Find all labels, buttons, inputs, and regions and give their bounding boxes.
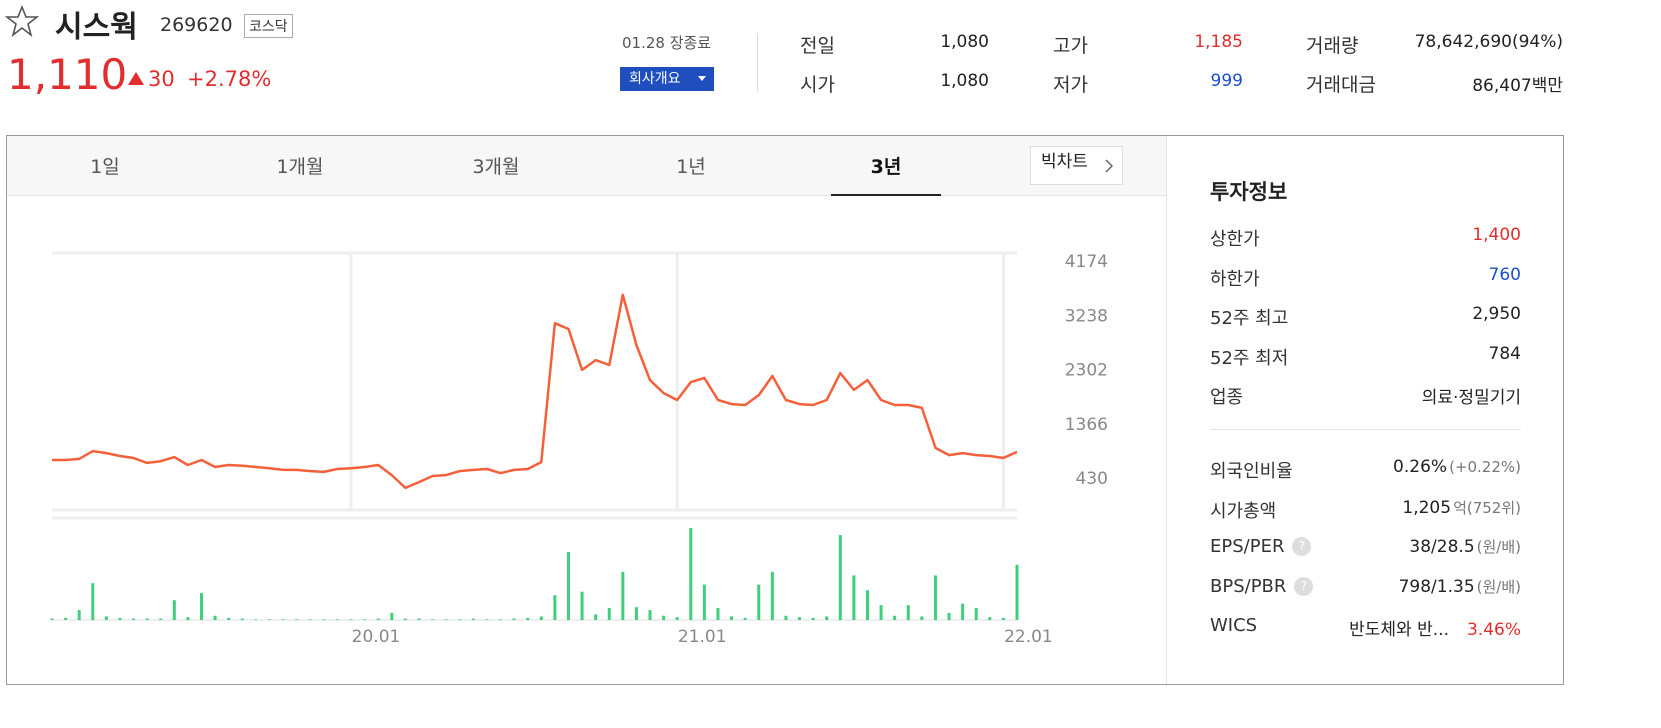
quote-value: 1,185 [1194,32,1243,52]
info-divider [1210,429,1521,430]
info-value: 1,205 억(752위) [1402,497,1521,518]
info-value-text: 1,400 [1472,225,1521,245]
info-value: 1,400 [1472,225,1521,245]
up-arrow [128,72,144,85]
quote-value: 999 [1211,71,1243,91]
market-badge: 코스닥 [244,14,293,38]
info-label-text: 상한가 [1210,229,1260,250]
quote-value: 86,407백만 [1472,71,1563,96]
tab[interactable]: 3년 [870,156,902,178]
info-label: EPS/PER? [1210,536,1312,557]
info-value-text: 반도체와 반... [1349,620,1449,640]
quote-number: 86,407 [1472,76,1532,96]
info-label: 52주 최고 [1210,304,1288,330]
info-note: (원/배) [1476,538,1521,556]
info-value: 반도체와 반... 3.46% [1349,615,1521,640]
info-label: 상한가 [1210,225,1260,251]
info-label-text: 시가총액 [1210,500,1277,522]
quote-value: 1,080 [940,71,989,91]
info-label-text: WICS [1210,615,1258,636]
separator [757,33,758,92]
info-value-text: 798/1.35 [1398,576,1475,597]
quote-label: 전일 [800,35,835,57]
info-value-text: 784 [1488,343,1521,364]
company-button-label: 회사개요 [629,71,681,87]
tab[interactable]: 1일 [90,156,120,178]
quote-value: 78,642,690(94%) [1415,32,1563,52]
quote-number: 999 [1210,71,1243,91]
tab[interactable]: 1년 [676,156,706,178]
info-note: (+0.22%) [1449,458,1521,476]
quote-number: 1,080 [940,71,989,91]
info-value-text: 1,205 [1402,497,1452,518]
current-price: 1,110 [7,50,128,99]
info-value: 760 [1489,265,1521,285]
info-label-text: 52주 최고 [1210,308,1289,329]
info-label: 하한가 [1210,265,1260,291]
quote-label: 저가 [1053,74,1088,96]
caret [698,76,706,81]
info-label: 52주 최저 [1210,344,1288,370]
info-value: 의료·정밀기기 [1422,383,1521,408]
tab-bar [7,136,1166,196]
market-date: 01.28 장종료 [622,34,712,52]
chart-box [6,135,1564,685]
favorite-star[interactable] [5,4,39,38]
info-label-text: EPS/PER [1210,536,1285,557]
info-note: (원/배) [1476,577,1521,596]
info-value-text: 의료·정밀기기 [1421,388,1521,408]
info-label: 외국인비율 [1210,457,1293,483]
change-rate: +2.78% [187,67,272,91]
quote-number: 1,080 [940,32,989,52]
info-label: 업종 [1210,383,1243,409]
quote-value: 1,080 [940,32,989,52]
quote-label: 고가 [1053,35,1088,57]
help-icon: ? [1292,537,1312,556]
info-label-text: 외국인비율 [1210,461,1293,482]
bigchart-button[interactable]: 빅차트 [1030,146,1123,185]
quote-unit: 백만 [1531,76,1563,96]
info-label: 시가총액 [1210,497,1276,523]
info-value: 2,950 [1472,304,1521,324]
info-label-text: BPS/PBR [1210,575,1287,597]
info-value-text: 2,950 [1472,304,1521,324]
stock-code: 269620 [160,14,233,36]
quote-label: 거래량 [1306,35,1359,57]
tab[interactable]: 1개월 [276,156,324,178]
bigchart-label: 빅차트 [1041,152,1088,172]
quote-number: 1,185 [1194,32,1243,52]
info-note: 3.46% [1466,620,1521,640]
help-icon: ? [1294,576,1314,596]
info-value-text: 38/28.5 [1409,537,1475,557]
info-label: WICS [1210,615,1257,636]
info-label-text: 하한가 [1210,268,1260,290]
info-value-text: 760 [1488,264,1521,285]
quote-label: 시가 [800,74,835,96]
tab-underline [831,194,941,196]
chevron [1105,159,1113,173]
quote-number: 78,642,690(94%) [1414,32,1563,52]
tab[interactable]: 3개월 [472,156,520,178]
stock-name: 시스웍 [55,10,138,45]
info-value: 798/1.35 (원/배) [1399,576,1521,597]
panel-divider [1166,136,1167,684]
info-label: BPS/PBR? [1210,575,1314,597]
info-label-text: 52주 최저 [1210,347,1289,369]
info-label-text: 업종 [1210,387,1244,408]
quote-label: 거래대금 [1306,74,1376,96]
info-value-text: 0.26% [1393,457,1448,477]
info-value: 0.26% (+0.22%) [1393,457,1521,477]
info-value: 784 [1489,344,1521,364]
panel-title: 투자정보 [1210,180,1288,204]
info-note: 억(752위) [1453,498,1521,517]
company-button[interactable]: 회사개요 [620,67,714,91]
price-change: 30 [148,67,175,91]
info-value: 38/28.5 (원/배) [1409,536,1521,557]
